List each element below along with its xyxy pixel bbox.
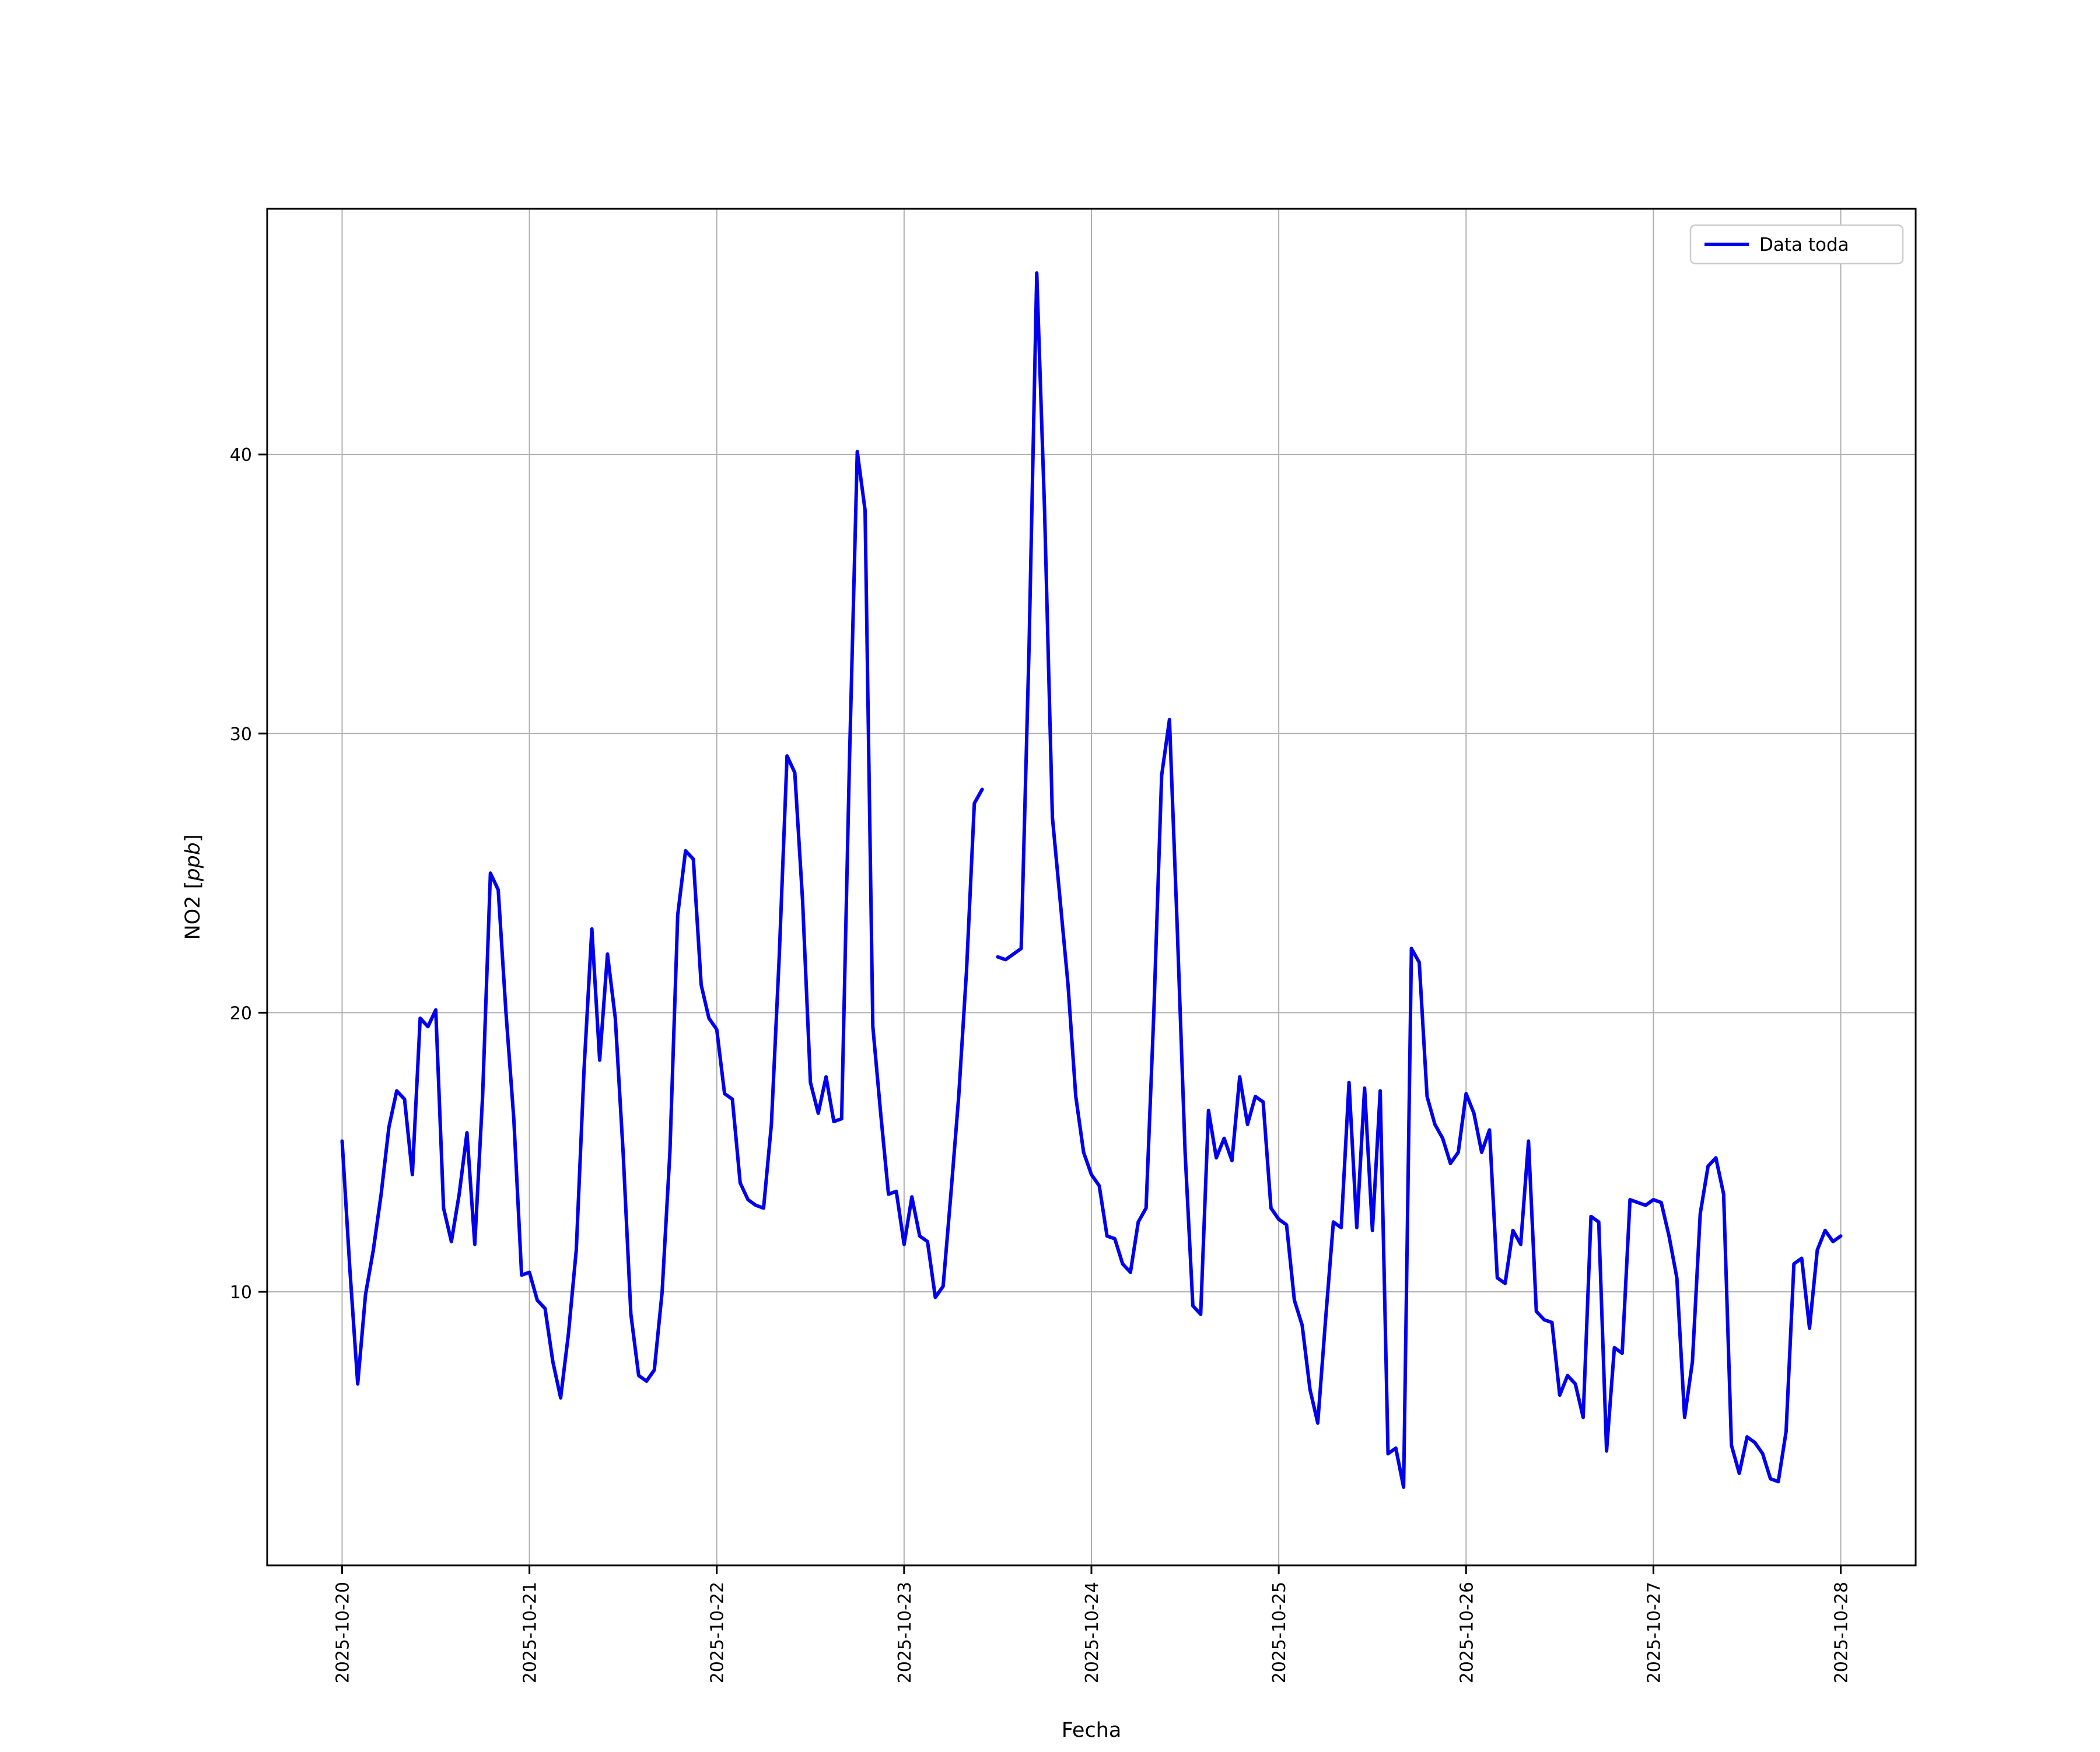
x-tick-label: 2025-10-22 (708, 1582, 728, 1683)
legend-label: Data toda (1759, 234, 1849, 255)
y-axis-label-prefix: NO2 [ (181, 881, 205, 940)
x-tick-label: 2025-10-25 (1269, 1582, 1290, 1683)
x-tick-label: 2025-10-26 (1457, 1582, 1477, 1683)
axis-ticks: 2025-10-20 2025-10-21 2025-10-22 2025-10-23… (230, 445, 1852, 1683)
plot-border (266, 208, 1917, 1567)
x-tick-label: 2025-10-27 (1644, 1582, 1664, 1683)
x-tick-label: 2025-10-28 (1832, 1582, 1852, 1683)
y-axis-label-unit: ppb (181, 842, 205, 882)
y-tick-label: 40 (230, 445, 252, 465)
y-axis-label-suffix: ] (181, 834, 205, 842)
x-axis-label: Fecha (1062, 1719, 1122, 1742)
y-tick-label: 20 (230, 1003, 252, 1024)
legend-box (1689, 224, 1904, 265)
legend: Data toda (1689, 224, 1904, 265)
y-tick-label: 10 (230, 1283, 252, 1303)
y-tick-label: 30 (230, 724, 252, 745)
x-tick-label: 2025-10-23 (895, 1582, 915, 1683)
grid-lines (267, 209, 1916, 1565)
y-axis-label: NO2 [ppb] (181, 834, 205, 940)
x-tick-label: 2025-10-20 (332, 1582, 353, 1683)
x-tick-label: 2025-10-21 (520, 1582, 541, 1683)
data-line-series (340, 271, 1843, 1489)
x-tick-label: 2025-10-24 (1082, 1582, 1102, 1683)
